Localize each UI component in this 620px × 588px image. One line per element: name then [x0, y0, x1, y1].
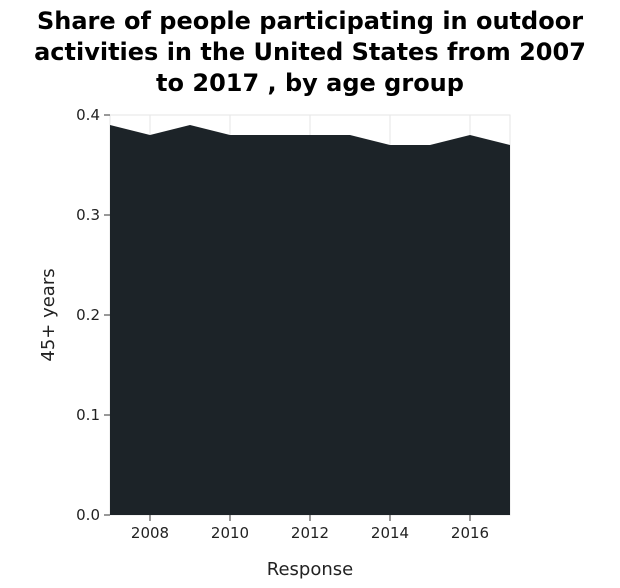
chart-title-line-3: to 2017 , by age group	[156, 69, 464, 97]
y-tick-label: 0.1	[76, 406, 100, 424]
y-axis-label: 45+ years	[38, 268, 59, 361]
y-tick-label: 0.0	[76, 506, 100, 524]
chart-title-line-1: Share of people participating in outdoor	[36, 7, 584, 35]
x-tick-label: 2012	[291, 524, 329, 542]
y-tick-label: 0.3	[76, 206, 100, 224]
x-tick-label: 2010	[211, 524, 249, 542]
x-axis-ticks: 2008 2010 2012 2014 2016	[131, 515, 489, 542]
area-series	[110, 125, 510, 515]
x-tick-label: 2016	[451, 524, 489, 542]
x-tick-label: 2008	[131, 524, 169, 542]
x-tick-label: 2014	[371, 524, 409, 542]
chart-title-line-2: activities in the United States from 200…	[34, 38, 586, 66]
y-tick-label: 0.4	[76, 106, 100, 124]
y-tick-label: 0.2	[76, 306, 100, 324]
y-axis-ticks: 0.0 0.1 0.2 0.3 0.4	[76, 106, 110, 524]
chart-title: Share of people participating in outdoor…	[0, 6, 620, 99]
x-axis-label: Response	[267, 559, 353, 580]
